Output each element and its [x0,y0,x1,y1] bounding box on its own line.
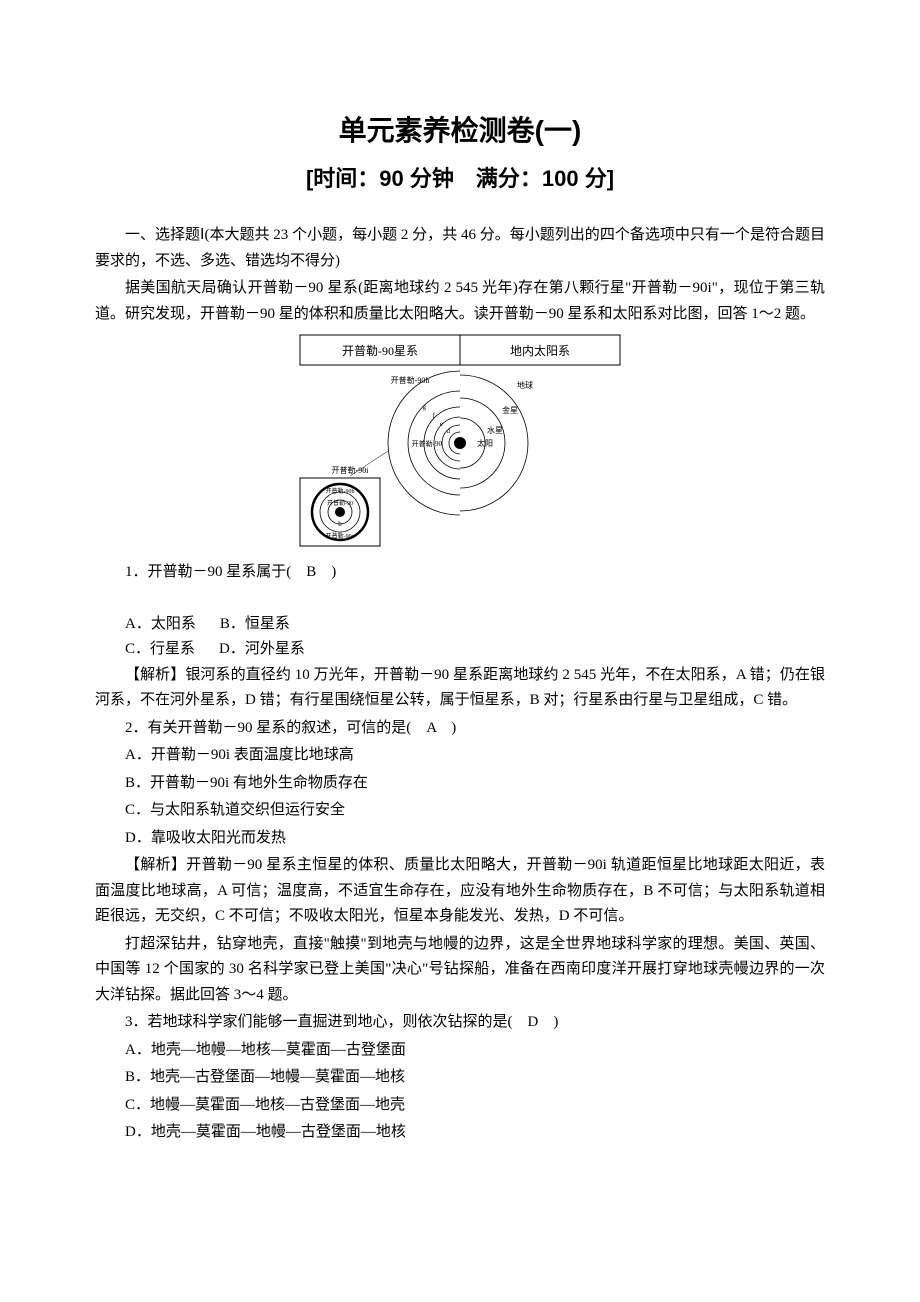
section-intro: 一、选择题Ⅰ(本大题共 23 个小题，每小题 2 分，共 46 分。每小题列出的… [95,223,825,274]
earth-label: 地球 [517,380,533,390]
diagram-left-title: 开普勒-90星系 [342,344,418,358]
q3-optD: D．地壳—莫霍面—地幔—古登堡面—地核 [95,1120,825,1146]
q1-optA: A．太阳系 [125,616,196,632]
venus-label: 金星 [502,405,518,415]
k90-g: g [423,403,427,411]
q1-optC: C．行星系 [125,641,195,657]
q2-optB: B．开普勒－90i 有地外生命物质存在 [95,771,825,797]
k90-center-label: 开普勒-90 [412,439,443,448]
q3-optA: A．地壳—地幔—地核—莫霍面—古登堡面 [95,1038,825,1064]
inset-b-label: 开普勒-90b [326,487,355,495]
mercury-label: 水星 [487,425,503,435]
inset-c-label: 开普勒-90c [326,532,355,540]
k90-e: e [440,420,443,428]
passage-2: 打超深钻井，钻穿地壳，直接"触摸"到地壳与地幔的边界，这是全世界地球科学家的理想… [95,932,825,1009]
q2-stem: 2．有关开普勒－90 星系的叙述，可信的是( A ) [95,716,825,742]
k90-d: d [447,427,451,435]
q2-explain: 【解析】开普勒－90 星系主恒星的体积、质量比太阳略大，开普勒－90i 轨道距恒… [95,853,825,930]
q1-optD: D．河外星系 [219,641,305,657]
q3-optB: B．地壳—古登堡面—地幔—莫霍面—地核 [95,1065,825,1091]
q3-optC: C．地幔—莫霍面—地核—古登堡面—地壳 [95,1093,825,1119]
inset-center: 开普勒-90 [327,499,353,507]
diagram-right-title: 地内太阳系 [510,343,570,358]
q1-explain: 【解析】银河系的直径约 10 万光年，开普勒－90 星系距离地球约 2 545 … [95,663,825,714]
passage-1: 据美国航天局确认开普勒－90 星系(距离地球约 2 545 光年)存在第八颗行星… [95,276,825,327]
q2-optD: D．靠吸收太阳光而发热 [95,826,825,852]
k90-h: 开普勒-90h [391,375,430,385]
q1-optB: B．恒星系 [220,616,290,632]
q1-options: A．太阳系 B．恒星系 C．行星系 D．河外星系 [95,612,825,663]
page-title: 单元素养检测卷(一) [95,110,825,152]
k90-i-label: 开普勒-90i [332,465,370,475]
q2-optC: C．与太阳系轨道交织但运行安全 [95,798,825,824]
page-subtitle: [时间：90 分钟 满分：100 分] [95,162,825,195]
q2-optA: A．开普勒－90i 表面温度比地球高 [95,743,825,769]
inset-b: b [338,520,342,528]
kepler-diagram: 开普勒-90星系 地内太阳系 太阳 水星 金星 地球 开普勒-90 d e f … [95,333,825,556]
q3-stem: 3．若地球科学家们能够一直掘进到地心，则依次钻探的是( D ) [95,1010,825,1036]
q1-stem: 1．开普勒－90 星系属于( B ) [95,560,825,586]
